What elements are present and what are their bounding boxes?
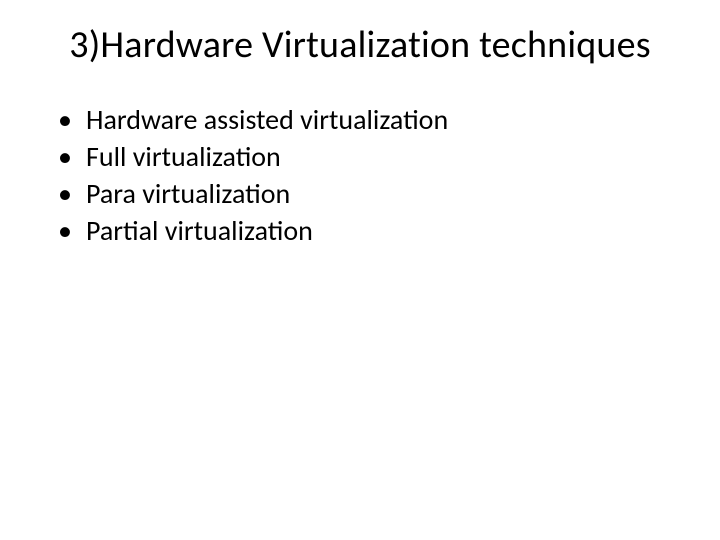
list-item: Full virtualization — [58, 139, 680, 176]
slide: 3)Hardware Virtualization techniques Har… — [0, 0, 720, 540]
list-item: Partial virtualization — [58, 213, 680, 250]
slide-title: 3)Hardware Virtualization techniques — [40, 24, 680, 68]
list-item: Para virtualization — [58, 176, 680, 213]
bullet-list: Hardware assisted virtualization Full vi… — [40, 102, 680, 250]
list-item: Hardware assisted virtualization — [58, 102, 680, 139]
